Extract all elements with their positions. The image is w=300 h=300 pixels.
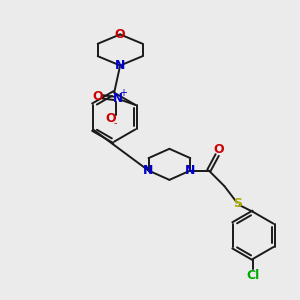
- Text: O: O: [105, 112, 116, 125]
- Text: O: O: [115, 28, 125, 41]
- Text: N: N: [185, 164, 196, 177]
- Text: -: -: [114, 118, 117, 128]
- Text: N: N: [115, 59, 125, 72]
- Text: N: N: [143, 164, 154, 177]
- Text: +: +: [119, 88, 127, 98]
- Text: S: S: [234, 196, 243, 210]
- Text: O: O: [213, 143, 224, 156]
- Text: Cl: Cl: [247, 268, 260, 282]
- Text: O: O: [93, 90, 104, 103]
- Text: N: N: [112, 92, 122, 105]
